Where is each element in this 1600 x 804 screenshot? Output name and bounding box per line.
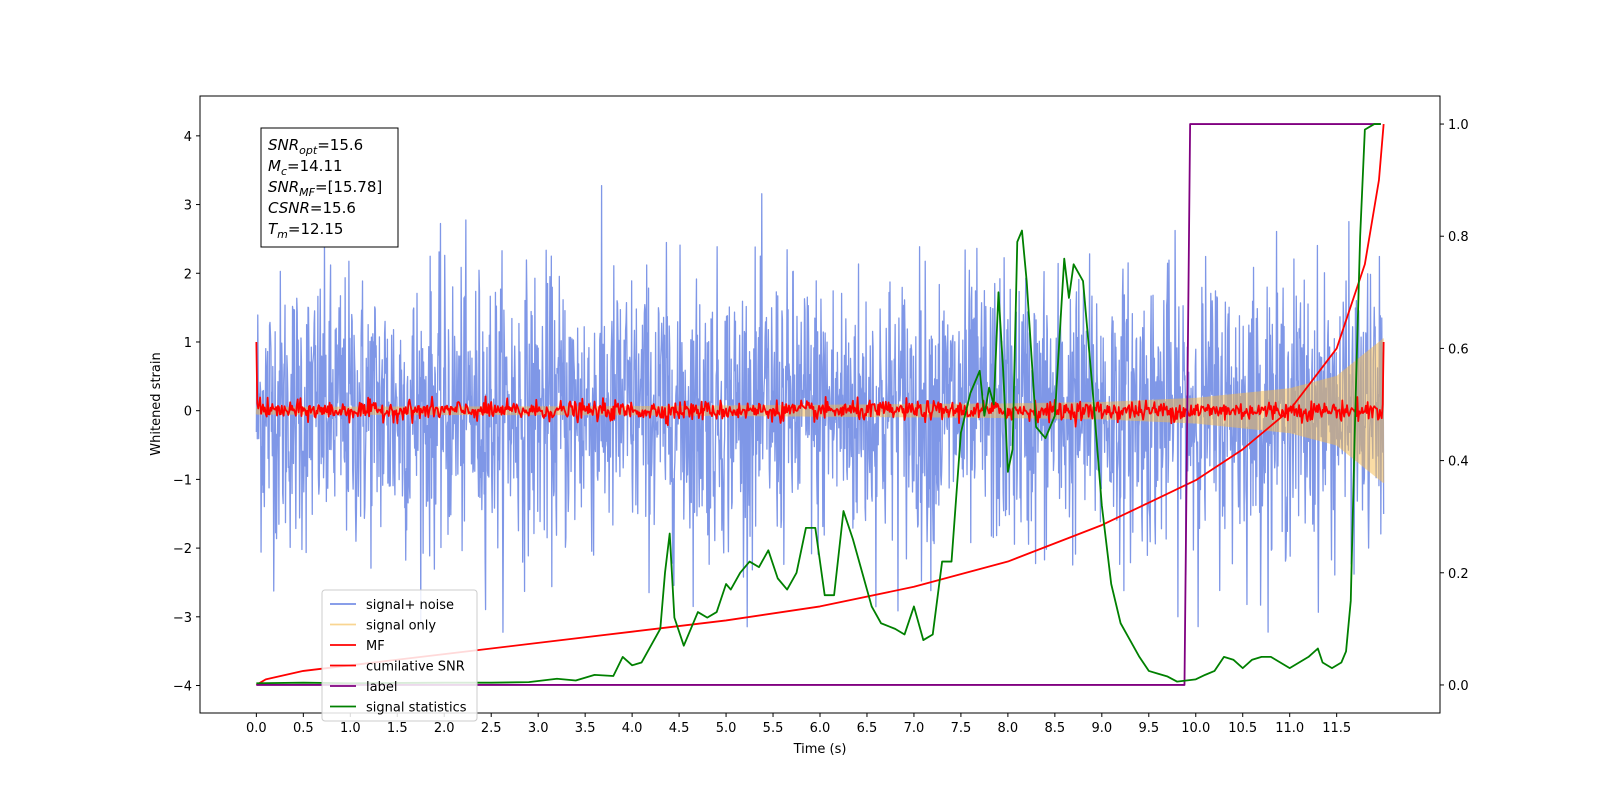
annotation-symbol: M: [268, 157, 281, 175]
x-tick-label: 10.5: [1228, 721, 1257, 736]
annotation-subscript: c: [281, 165, 287, 178]
x-tick-label: 8.5: [1045, 721, 1066, 736]
x-tick-label: 7.0: [904, 721, 925, 736]
y2-tick-label: 1.0: [1448, 118, 1469, 133]
series-line-4: [256, 123, 1381, 686]
annotation-symbol: CSNR: [268, 199, 310, 217]
annotation-box: SNRopt=15.6Mc=14.11SNRMF=[15.78]CSNR=15.…: [260, 127, 399, 248]
legend: signal+ noise signal only MF cumilative SNR…: [321, 589, 478, 722]
y2-tick-label: 0.8: [1448, 230, 1469, 245]
annotation-symbol: T: [268, 220, 279, 238]
y-tick-label: 0: [184, 405, 192, 420]
x-tick-label: 9.0: [1091, 721, 1112, 736]
x-tick-label: 6.0: [810, 721, 831, 736]
annotation-frame: [260, 127, 399, 248]
annotation-line-4: Tm=12.15: [268, 220, 343, 241]
series-line-1: [255, 338, 1385, 483]
x-tick-label: 8.0: [998, 721, 1019, 736]
legend-entry-0: signal+ noise: [366, 598, 454, 613]
annotation-value: =14.11: [287, 157, 343, 175]
legend-entry-4: label: [366, 680, 397, 695]
x-tick-label: 5.5: [763, 721, 784, 736]
x-tick-label: 4.5: [669, 721, 690, 736]
y-tick-label: 3: [184, 199, 192, 214]
y-axis-left: 4 3 2 1 0 −1 −2 −3 −4: [173, 130, 200, 695]
annotation-subscript: m: [277, 228, 288, 241]
annotation-value: =15.6: [317, 136, 363, 154]
x-tick-label: 4.0: [622, 721, 643, 736]
annotation-symbol: SNR: [268, 178, 299, 196]
x-tick-label: 9.5: [1138, 721, 1159, 736]
x-tick-label: 1.5: [387, 721, 408, 736]
annotation-subscript: opt: [299, 144, 318, 157]
y-axis-label: Whitened strain: [149, 352, 164, 455]
x-tick-label: 3.0: [528, 721, 549, 736]
x-tick-label: 5.0: [716, 721, 737, 736]
x-tick-label: 7.5: [951, 721, 972, 736]
annotation-line-2: SNRMF=[15.78]: [268, 178, 382, 199]
legend-entry-1: signal only: [366, 619, 436, 634]
x-tick-label: 11.0: [1275, 721, 1304, 736]
annotation-value: =12.15: [288, 220, 344, 238]
x-tick-label: 10.0: [1181, 721, 1210, 736]
y2-tick-label: 0.6: [1448, 342, 1469, 357]
legend-entry-3: cumilative SNR: [366, 660, 465, 675]
x-axis: 0.0 0.5 1.0 1.5 2.0 2.5 3.0 3.5 4.0 4.5 5.0 5.5 6.0 6…: [246, 713, 1351, 736]
annotation-subscript: MF: [299, 186, 315, 199]
annotation-line-1: Mc=14.11: [268, 157, 343, 178]
legend-frame: [321, 589, 478, 722]
x-tick-label: 2.0: [434, 721, 455, 736]
x-tick-label: 3.5: [575, 721, 596, 736]
y-tick-label: −1: [173, 473, 192, 488]
x-tick-label: 0.5: [293, 721, 314, 736]
annotation-line-3: CSNR=15.6: [268, 199, 356, 217]
legend-entry-5: signal statistics: [366, 701, 467, 716]
y-axis-right: 1.0 0.8 0.6 0.4 0.2 0.0: [1440, 118, 1469, 694]
annotation-value: =15.6: [310, 199, 356, 217]
series-line-5: [256, 123, 1381, 685]
x-tick-label: 2.5: [481, 721, 502, 736]
x-tick-label: 1.0: [340, 721, 361, 736]
annotation-value: =[15.78]: [315, 178, 382, 196]
y-tick-label: −4: [173, 680, 192, 695]
y-tick-label: 2: [184, 267, 192, 282]
y2-tick-label: 0.0: [1448, 679, 1469, 694]
x-tick-label: 0.0: [246, 721, 267, 736]
x-tick-label: 11.5: [1322, 721, 1351, 736]
x-tick-label: 6.5: [857, 721, 878, 736]
y2-tick-label: 0.4: [1448, 455, 1469, 470]
y2-tick-label: 0.2: [1448, 567, 1469, 582]
annotation-symbol: SNR: [268, 136, 299, 154]
y-tick-label: −2: [173, 542, 192, 557]
y-tick-label: 1: [184, 336, 192, 351]
legend-entry-2: MF: [366, 639, 385, 654]
series-line-2: [255, 341, 1385, 428]
x-axis-label: Time (s): [793, 742, 847, 757]
y-tick-label: 4: [184, 130, 192, 145]
annotation-line-0: SNRopt=15.6: [268, 136, 363, 157]
y-tick-label: −3: [173, 611, 192, 626]
